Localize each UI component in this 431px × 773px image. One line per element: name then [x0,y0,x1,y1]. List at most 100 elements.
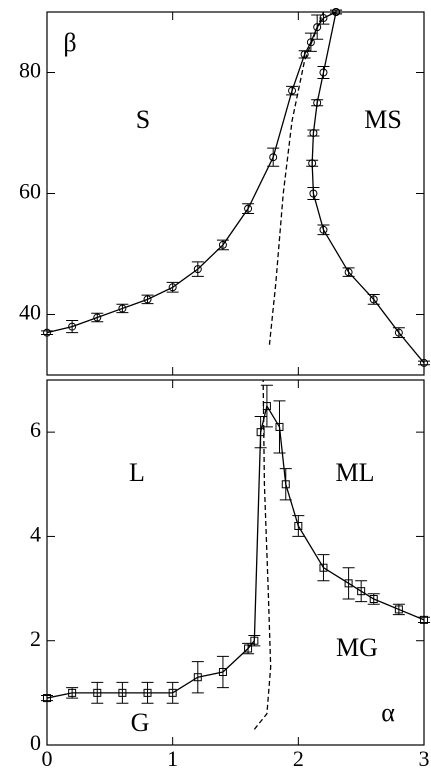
y-tick-label: 6 [30,417,41,442]
error-bar [91,312,104,323]
data-point [369,595,378,603]
error-bar [260,384,273,428]
data-point [143,688,152,697]
error-bar [292,515,305,537]
error-bar [66,320,79,334]
data-point [306,38,315,47]
data-point [394,605,403,614]
region-label: ML [336,458,375,487]
data-point [288,86,297,95]
data-point [193,673,202,682]
error-bar [418,360,430,366]
region-label: L [129,458,145,487]
data-point [168,283,177,292]
data-point [394,328,403,337]
data-point [68,322,77,331]
data-point [319,225,328,234]
error-bar [306,159,319,167]
data-point [344,268,353,277]
data-point [244,644,253,653]
error-bar [342,267,355,277]
region-label: G [131,708,150,737]
data-line [268,11,325,345]
data-point [281,480,290,489]
plot-frame [46,379,425,746]
y-tick-label: 40 [19,300,41,325]
error-bar [41,694,53,702]
error-bar [91,681,104,704]
error-bar [141,681,154,704]
data-point [294,522,303,530]
error-bar [279,468,292,501]
error-bar [116,681,129,704]
data-point [344,579,353,588]
x-tick-label: 1 [167,746,178,771]
data-point [319,14,328,23]
data-point [218,240,227,249]
data-point [256,428,265,437]
data-point [420,615,428,624]
data-point [313,98,322,107]
data-point [369,295,378,304]
error-bar [307,186,320,201]
plot-frame [46,11,425,376]
data-point [319,68,328,77]
data-point [244,204,253,213]
data-point [309,189,318,198]
y-tick-label: 0 [30,730,41,755]
error-bar [191,261,204,277]
error-bar [166,681,179,704]
error-bar [317,65,330,80]
data-point [313,23,322,32]
error-bar [330,9,343,15]
data-point [262,402,271,411]
data-point [193,265,202,274]
data-point [308,159,317,168]
y-tick-label: 2 [30,626,41,651]
data-point [269,153,278,162]
error-bar [307,129,320,137]
error-bar [141,294,154,305]
error-bar [116,303,129,314]
data-point [43,694,51,703]
region-label: MS [364,105,402,134]
error-bar [355,580,368,603]
data-point [420,358,428,367]
error-bar [267,147,280,167]
error-bar [304,32,317,52]
data-point [93,688,102,697]
y-tick-label: 4 [30,521,41,546]
y-tick-label: 60 [19,179,41,204]
error-bar [317,11,330,25]
data-point [218,668,227,676]
data-point [143,295,152,304]
data-point [93,313,102,322]
x-tick-label: 2 [293,746,304,771]
error-bar [254,416,267,449]
data-point [118,304,127,313]
error-bar [342,567,355,600]
data-line [311,11,425,364]
region-label: α [381,698,395,727]
data-point [250,636,259,645]
data-point [168,688,177,697]
region-label: S [136,105,150,134]
y-tick-label: 80 [19,58,41,83]
error-bar [41,330,53,335]
error-bar [311,99,324,107]
x-tick-label: 0 [42,746,53,771]
error-bar [216,655,229,689]
data-line [46,11,337,334]
data-point [309,129,318,137]
data-point [332,8,341,16]
region-label: MG [336,633,378,662]
data-point [357,587,366,596]
x-tick-label: 3 [419,746,430,771]
data-point [118,688,127,697]
data-point [300,50,309,59]
error-bar [273,400,286,454]
error-bar [317,554,330,582]
error-bar [286,85,299,96]
region-label: β [63,28,76,57]
